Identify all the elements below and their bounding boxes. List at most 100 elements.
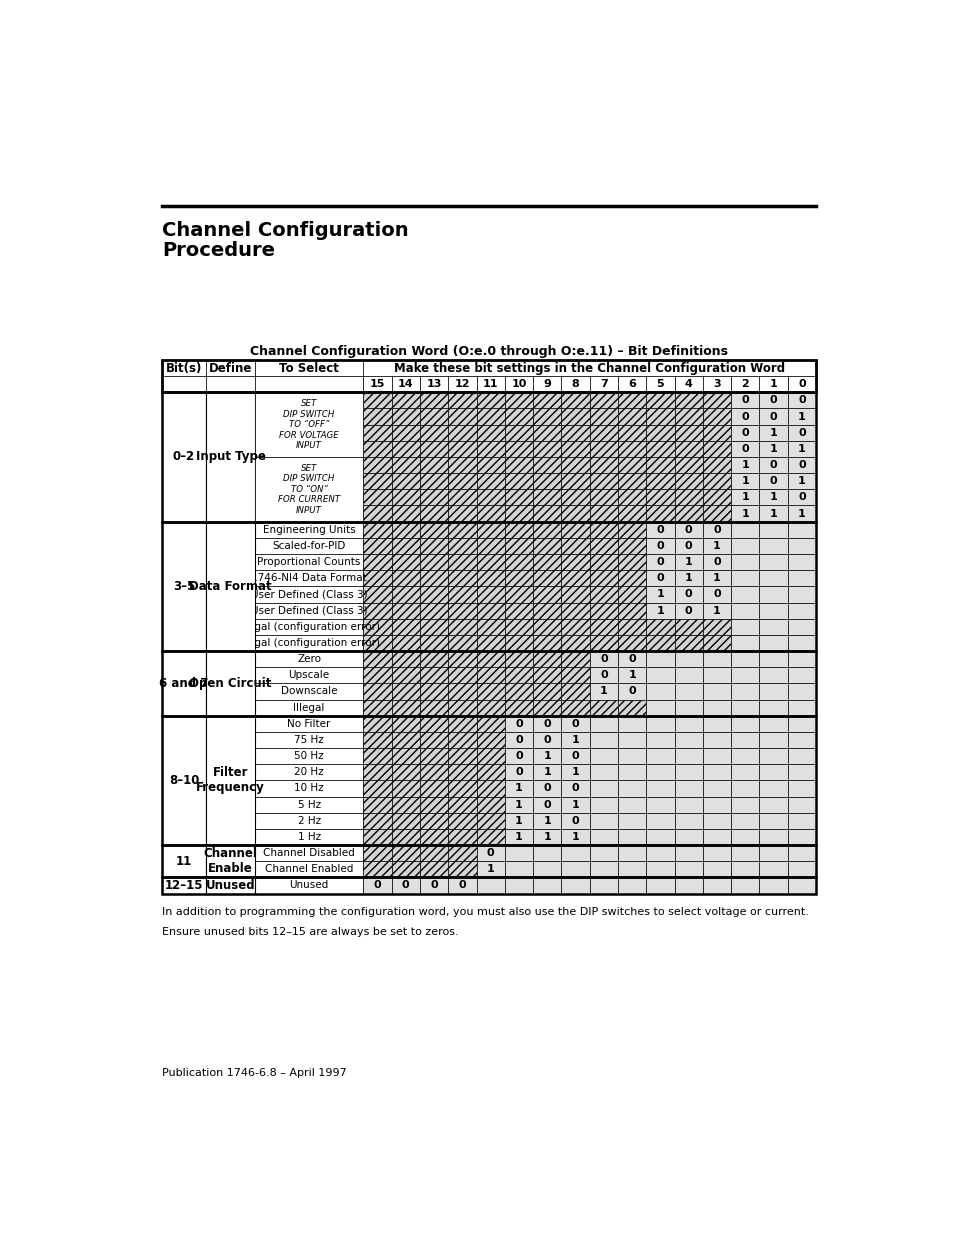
Bar xyxy=(702,797,730,813)
Bar xyxy=(476,861,504,877)
Bar xyxy=(392,409,419,425)
Bar xyxy=(363,683,392,699)
Text: 12: 12 xyxy=(455,379,470,389)
Text: Input Type: Input Type xyxy=(195,451,265,463)
Bar xyxy=(448,716,476,732)
Bar xyxy=(504,587,533,603)
Text: In addition to programming the configuration word, you must also use the DIP swi: In addition to programming the configura… xyxy=(162,908,808,918)
Bar xyxy=(702,764,730,781)
Text: 13: 13 xyxy=(426,379,441,389)
Bar xyxy=(589,587,618,603)
Bar xyxy=(730,829,759,845)
Bar xyxy=(254,359,363,377)
Bar xyxy=(618,845,645,861)
Bar xyxy=(618,748,645,764)
Text: Unused: Unused xyxy=(289,881,329,890)
Bar xyxy=(363,797,392,813)
Text: 1: 1 xyxy=(571,767,578,777)
Bar xyxy=(533,457,560,473)
Bar xyxy=(448,603,476,619)
Bar xyxy=(363,393,392,409)
Bar xyxy=(504,521,533,537)
Bar xyxy=(645,409,674,425)
Bar xyxy=(476,683,504,699)
Text: Scaled-for-PID: Scaled-for-PID xyxy=(273,541,345,551)
Bar xyxy=(674,861,702,877)
Bar xyxy=(702,829,730,845)
Bar xyxy=(560,473,589,489)
Bar xyxy=(254,732,363,748)
Bar xyxy=(533,441,560,457)
Text: 1: 1 xyxy=(712,605,720,615)
Bar xyxy=(645,683,674,699)
Bar xyxy=(363,877,392,894)
Bar xyxy=(560,537,589,555)
Bar xyxy=(419,555,448,571)
Bar xyxy=(419,716,448,732)
Bar xyxy=(674,845,702,861)
Bar xyxy=(448,619,476,635)
Text: 4: 4 xyxy=(684,379,692,389)
Text: 1: 1 xyxy=(543,832,551,842)
Text: 2 Hz: 2 Hz xyxy=(297,816,320,826)
Bar xyxy=(392,393,419,409)
Bar xyxy=(363,861,392,877)
Text: Engineering Units: Engineering Units xyxy=(262,525,355,535)
Bar xyxy=(645,829,674,845)
Bar xyxy=(560,555,589,571)
Bar xyxy=(533,521,560,537)
Bar xyxy=(730,764,759,781)
Text: 0: 0 xyxy=(740,443,748,454)
Bar xyxy=(533,781,560,797)
Bar xyxy=(560,861,589,877)
Text: Filter
Frequency: Filter Frequency xyxy=(196,767,265,794)
Bar xyxy=(589,683,618,699)
Bar xyxy=(589,877,618,894)
Text: Make these bit settings in the Channel Configuration Word: Make these bit settings in the Channel C… xyxy=(394,362,784,374)
Text: 0: 0 xyxy=(599,671,607,680)
Text: Zero: Zero xyxy=(296,655,321,664)
Bar xyxy=(254,587,363,603)
Text: 9: 9 xyxy=(543,379,551,389)
Bar xyxy=(759,409,787,425)
Bar xyxy=(560,505,589,521)
Bar xyxy=(504,667,533,683)
Bar xyxy=(363,359,815,377)
Text: 1: 1 xyxy=(684,557,692,567)
Bar xyxy=(448,555,476,571)
Bar xyxy=(730,473,759,489)
Bar xyxy=(618,829,645,845)
Bar xyxy=(254,829,363,845)
Bar xyxy=(730,441,759,457)
Bar xyxy=(504,683,533,699)
Bar xyxy=(392,877,419,894)
Bar xyxy=(787,409,815,425)
Bar xyxy=(674,555,702,571)
Bar xyxy=(618,861,645,877)
Bar xyxy=(363,489,392,505)
Bar xyxy=(787,667,815,683)
Bar xyxy=(560,764,589,781)
Bar xyxy=(504,813,533,829)
Bar xyxy=(674,813,702,829)
Bar xyxy=(702,473,730,489)
Text: 0: 0 xyxy=(543,799,551,810)
Bar xyxy=(674,667,702,683)
Text: 1: 1 xyxy=(628,671,636,680)
Bar xyxy=(787,537,815,555)
Bar xyxy=(476,393,504,409)
Text: Ensure unused bits 12–15 are always be set to zeros.: Ensure unused bits 12–15 are always be s… xyxy=(162,926,458,936)
Bar xyxy=(254,393,363,409)
Text: 0: 0 xyxy=(656,525,663,535)
Bar xyxy=(730,505,759,521)
Text: 8: 8 xyxy=(571,379,578,389)
Bar xyxy=(560,829,589,845)
Bar xyxy=(702,877,730,894)
Bar xyxy=(759,619,787,635)
Bar xyxy=(702,587,730,603)
Bar xyxy=(504,505,533,521)
Bar xyxy=(448,813,476,829)
Bar xyxy=(702,635,730,651)
Text: 1: 1 xyxy=(797,509,805,519)
Text: 1: 1 xyxy=(515,816,522,826)
